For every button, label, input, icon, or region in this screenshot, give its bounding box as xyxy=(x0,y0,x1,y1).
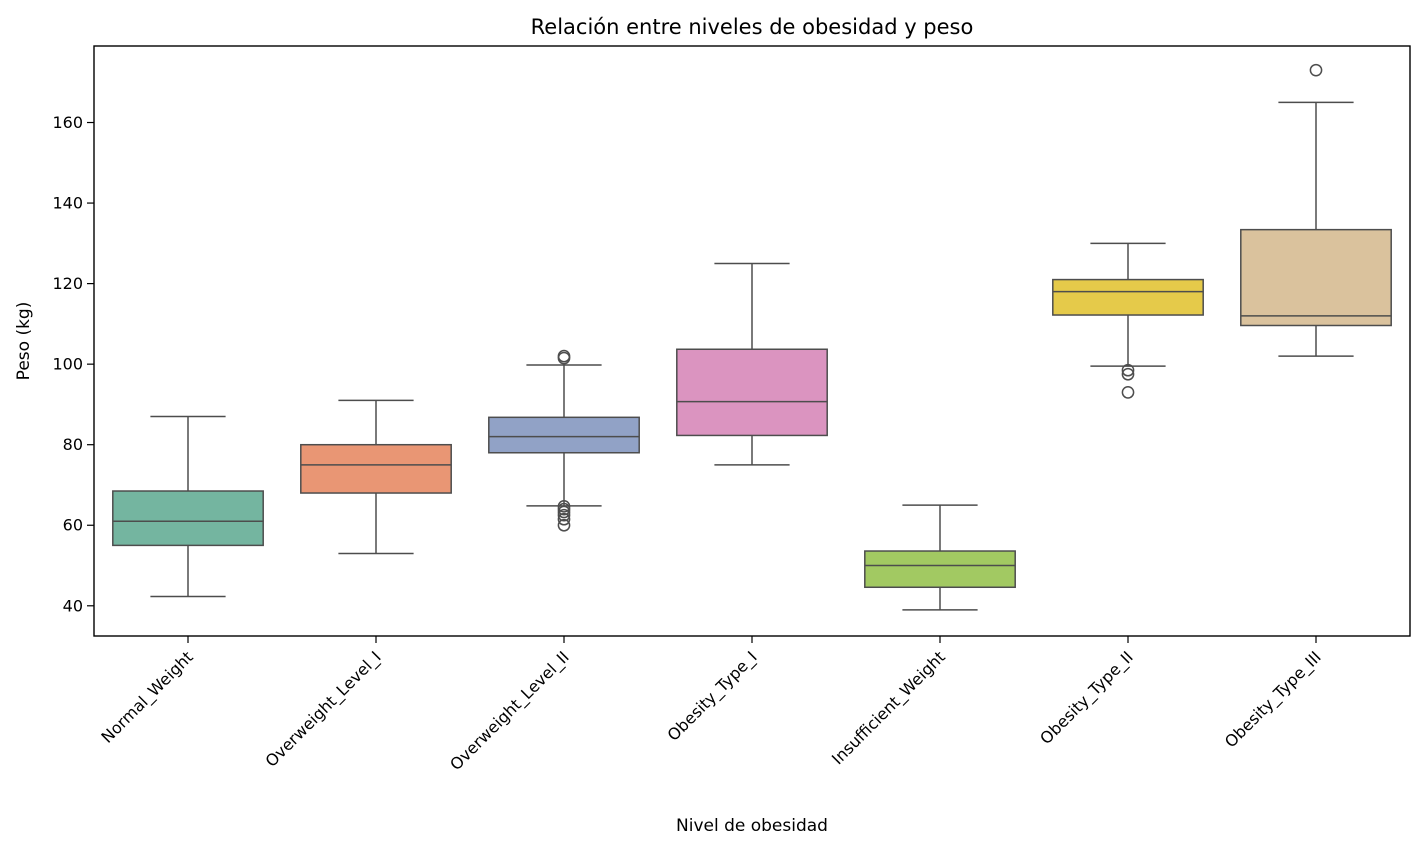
outlier-point xyxy=(1121,367,1135,381)
box-iqr xyxy=(488,416,640,454)
x-axis: Normal_Weight Overweight_Level_I Overweigh… xyxy=(97,636,1326,775)
box-group-obesity-type-ii xyxy=(1052,242,1204,399)
y-tick-label: 100 xyxy=(52,355,83,374)
y-tick-label: 60 xyxy=(63,516,83,535)
x-tick-label: Normal_Weight xyxy=(97,647,197,747)
plot-area xyxy=(112,63,1392,611)
outlier-point xyxy=(1121,385,1135,399)
box-iqr xyxy=(112,490,264,547)
x-tick-label: Insufficient_Weight xyxy=(828,647,950,769)
box-group-obesity-type-i xyxy=(676,262,828,466)
y-axis: 40 60 80 100 120 140 160 xyxy=(52,113,94,615)
outlier-point xyxy=(1309,63,1323,77)
y-tick-label: 140 xyxy=(52,194,83,213)
outlier-point xyxy=(557,499,571,513)
box-iqr xyxy=(676,348,828,437)
box-group-normal-weight xyxy=(112,415,264,598)
box-group-overweight-level-ii xyxy=(488,349,640,532)
x-tick-label: Obesity_Type_II xyxy=(1036,647,1137,748)
outlier-point xyxy=(557,508,571,522)
box-iqr xyxy=(864,550,1016,589)
box-group-insufficient-weight xyxy=(864,504,1016,611)
box-iqr xyxy=(300,443,452,494)
y-axis-label: Peso (kg) xyxy=(14,302,34,381)
y-tick-label: 40 xyxy=(63,596,83,615)
box-group-obesity-type-iii xyxy=(1240,63,1392,357)
box-group-overweight-level-i xyxy=(300,399,452,555)
x-tick-label: Obesity_Type_I xyxy=(664,647,762,745)
box-iqr xyxy=(1052,278,1204,316)
y-tick-label: 80 xyxy=(63,435,83,454)
x-tick-label: Overweight_Level_I xyxy=(262,647,386,771)
chart-title: Relación entre niveles de obesidad y pes… xyxy=(531,15,974,39)
outlier-point xyxy=(557,518,571,532)
x-tick-label: Overweight_Level_II xyxy=(446,647,573,774)
y-tick-label: 160 xyxy=(52,113,83,132)
box-iqr xyxy=(1240,228,1392,327)
x-tick-label: Obesity_Type_III xyxy=(1221,647,1326,752)
x-axis-label: Nivel de obesidad xyxy=(676,816,828,836)
outlier-point xyxy=(557,512,571,526)
outlier-point xyxy=(1121,363,1135,377)
outlier-point xyxy=(557,349,571,363)
y-tick-label: 120 xyxy=(52,274,83,293)
